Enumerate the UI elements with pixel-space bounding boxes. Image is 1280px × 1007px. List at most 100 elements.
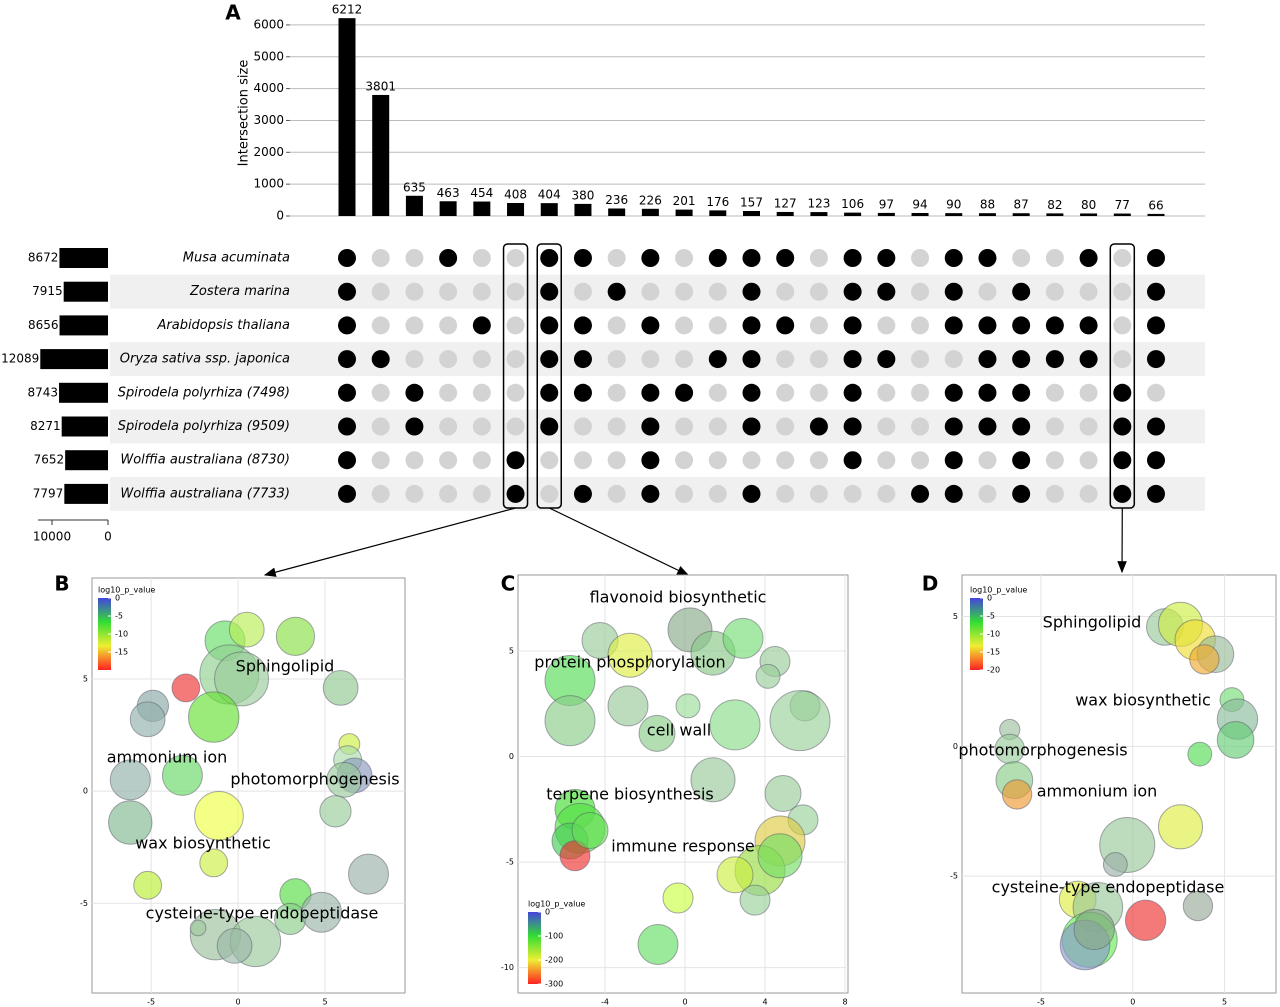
colorbar-tick-label: -300	[545, 980, 563, 989]
membership-dot	[607, 383, 626, 402]
membership-dot	[1045, 282, 1064, 301]
membership-dot	[439, 282, 458, 301]
membership-dot	[1113, 383, 1132, 402]
membership-dot	[809, 350, 828, 369]
membership-dot	[439, 484, 458, 503]
membership-dot	[1147, 282, 1165, 301]
bar-value-label: 82	[1047, 198, 1062, 212]
colorbar-tick-label: 0	[987, 594, 992, 603]
membership-dot	[843, 383, 862, 402]
panel-label: A	[225, 1, 241, 25]
y-tick-label: 5	[509, 647, 514, 656]
set-size-label: 8672	[28, 251, 59, 265]
bubble	[129, 701, 166, 738]
membership-dot	[641, 383, 660, 402]
membership-dot	[371, 383, 390, 402]
set-size-bar	[65, 450, 108, 471]
cluster-label: Sphingolipid	[236, 657, 335, 676]
bar	[338, 18, 356, 216]
membership-dot	[911, 484, 930, 503]
bubble	[739, 884, 771, 916]
bubble	[108, 800, 153, 845]
bar	[405, 195, 423, 216]
set-size-bar	[59, 315, 108, 336]
bar	[1113, 213, 1131, 216]
set-size-bar	[61, 416, 108, 437]
bar	[372, 94, 390, 216]
membership-dot	[742, 316, 761, 335]
membership-dot	[1147, 350, 1165, 369]
membership-dot	[1147, 249, 1165, 267]
membership-dot	[978, 249, 997, 267]
bar	[743, 211, 760, 216]
membership-dot	[843, 417, 862, 436]
bar-value-label: 94	[912, 198, 927, 212]
membership-dot	[1012, 451, 1031, 470]
bubble	[1124, 899, 1167, 942]
panel-label: B	[54, 572, 69, 596]
bubble	[1216, 721, 1255, 759]
membership-dot	[708, 484, 727, 503]
membership-dot	[911, 350, 930, 369]
membership-dot	[911, 451, 930, 470]
bar-value-label: 87	[1014, 198, 1029, 212]
bar	[877, 212, 895, 216]
membership-dot	[1113, 350, 1132, 369]
membership-dot	[573, 249, 592, 267]
set-size-bar	[63, 281, 108, 302]
membership-dot	[809, 484, 828, 503]
membership-dot	[439, 350, 458, 369]
membership-dot	[405, 249, 424, 267]
membership-dot	[472, 249, 491, 267]
membership-dot	[1045, 316, 1064, 335]
membership-dot	[843, 316, 862, 335]
colorbar-tick-label: -10	[115, 630, 128, 639]
bubble	[1157, 804, 1204, 850]
membership-dot	[607, 282, 626, 301]
bubble	[326, 762, 363, 798]
bar-value-label: 408	[504, 188, 527, 202]
bubble	[1187, 741, 1213, 767]
membership-dot	[1045, 451, 1064, 470]
membership-dot	[573, 350, 592, 369]
bubble	[607, 685, 649, 727]
bubble	[769, 690, 831, 752]
bar	[1147, 213, 1165, 216]
membership-dot	[877, 350, 896, 369]
membership-dot	[540, 451, 559, 470]
bar-value-label: 201	[673, 194, 696, 208]
membership-dot	[675, 383, 694, 402]
membership-dot	[371, 249, 390, 267]
membership-dot	[371, 350, 390, 369]
x-tick-label: -5	[1037, 998, 1045, 1007]
bar-value-label: 123	[807, 197, 830, 211]
colorbar-tick-label: -200	[545, 956, 563, 965]
bubble	[1001, 779, 1033, 810]
set-name: Oryza sativa ssp. japonica	[120, 352, 290, 367]
membership-dot	[338, 249, 356, 267]
membership-dot	[371, 417, 390, 436]
cluster-label: ammonium ion	[1037, 782, 1158, 801]
colorbar-title: log10_p_value	[970, 586, 1027, 595]
set-size-label: 7652	[34, 453, 65, 467]
membership-dot	[1079, 484, 1098, 503]
membership-dot	[338, 417, 356, 436]
bubble	[755, 663, 781, 689]
bar	[776, 211, 794, 216]
membership-dot	[1045, 350, 1064, 369]
membership-dot	[371, 484, 390, 503]
membership-dot	[506, 350, 525, 369]
membership-dot	[776, 451, 795, 470]
membership-dot	[506, 383, 525, 402]
cluster-label: wax biosynthetic	[135, 834, 271, 853]
bar-value-label: 88	[980, 198, 995, 212]
bubble	[189, 919, 207, 937]
membership-dot	[1079, 350, 1098, 369]
colorbar	[528, 912, 541, 984]
membership-dot	[675, 316, 694, 335]
bubble	[764, 775, 802, 812]
membership-dot	[742, 383, 761, 402]
membership-dot	[675, 350, 694, 369]
bubble	[709, 699, 761, 751]
membership-dot	[978, 350, 997, 369]
